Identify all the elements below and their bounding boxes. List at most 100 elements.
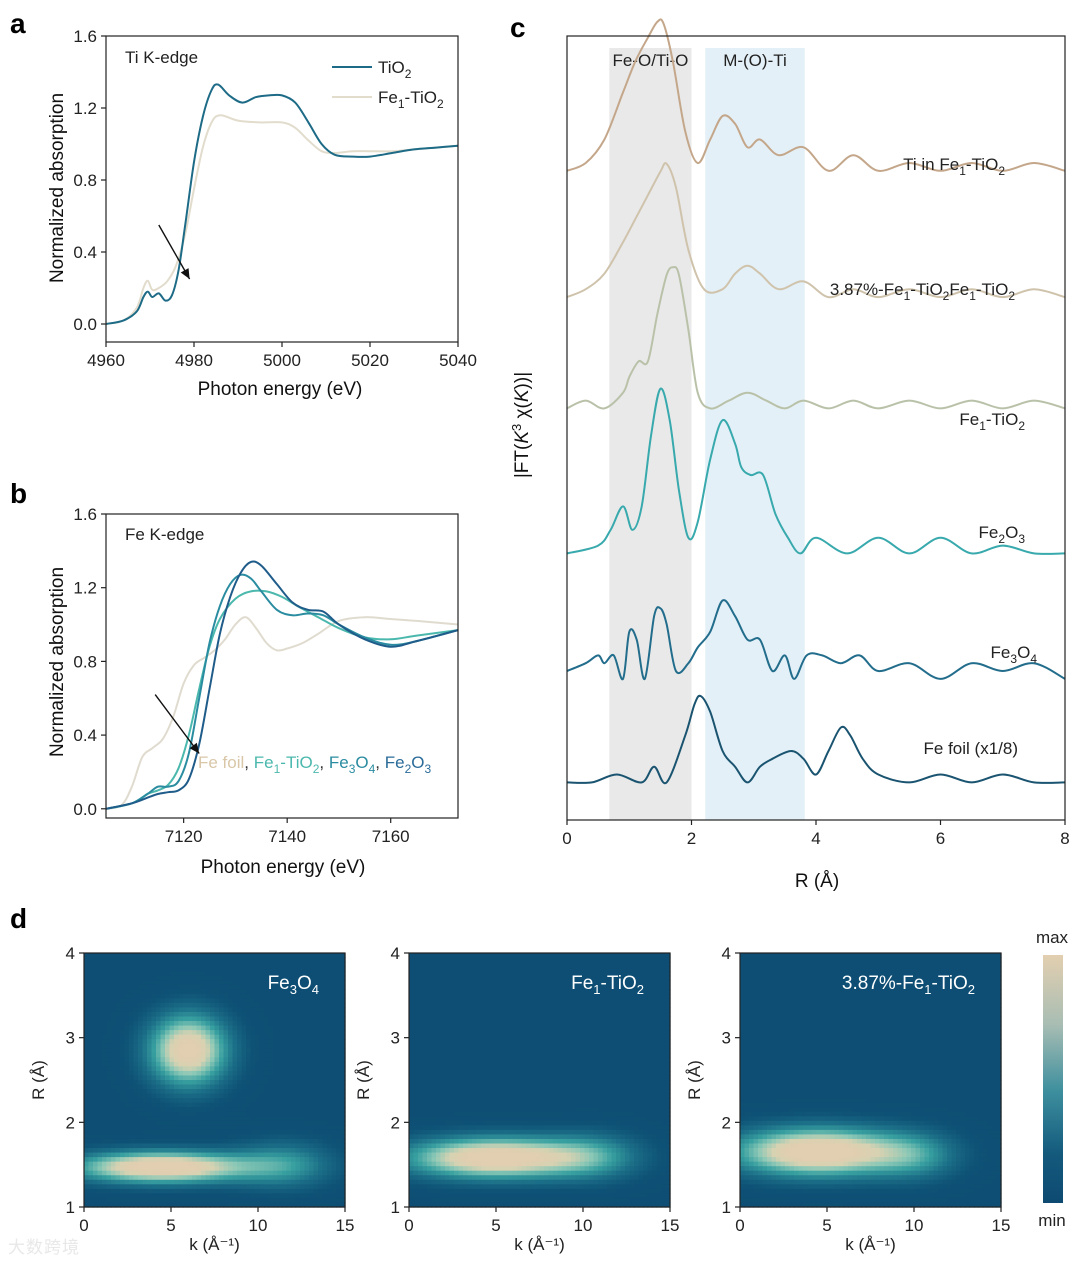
heatmap-cell (88, 975, 94, 981)
heatmap-cell (264, 1143, 270, 1149)
heatmap-cell (454, 1080, 460, 1086)
heatmap-cell (336, 1188, 342, 1194)
heatmap-cell (124, 1116, 130, 1122)
heatmap-cell (160, 1166, 166, 1172)
heatmap-cell (449, 1170, 455, 1176)
heatmap-cell (427, 1093, 433, 1099)
heatmap-cell (508, 971, 514, 977)
heatmap-cell (147, 1138, 153, 1145)
heatmap-cell (138, 966, 144, 972)
heatmap-cell (304, 1066, 310, 1072)
heatmap-cell (192, 1193, 198, 1199)
heatmap-cell (454, 1030, 460, 1036)
heatmap-cell (418, 1138, 424, 1145)
heatmap-cell (178, 1030, 184, 1036)
heatmap-cell (318, 1102, 324, 1108)
heatmap-cell (156, 1170, 162, 1176)
heatmap-cell (508, 1084, 514, 1090)
series-line-fe2o3 (566, 387, 1066, 555)
heatmap-cell (102, 1193, 108, 1199)
heatmap-cell (165, 980, 171, 986)
heatmap-cell (485, 1188, 491, 1194)
heatmap-cell (273, 1093, 279, 1099)
heatmap-cell (268, 953, 274, 959)
heatmap-cell (336, 1061, 342, 1067)
heatmap-cell (431, 1021, 437, 1027)
heatmap-cell (481, 1080, 487, 1086)
heatmap-cell (246, 1075, 252, 1081)
heatmap-cell (458, 1197, 464, 1204)
heatmap-cell (241, 1129, 247, 1136)
heatmap-cell (196, 1093, 202, 1099)
heatmap-cell (133, 1193, 139, 1199)
heatmap-cell (228, 1120, 234, 1126)
heatmap-cell (268, 1075, 274, 1081)
heatmap-cell (409, 1075, 415, 1081)
heatmap-cell (241, 1089, 247, 1095)
heatmap-cell (241, 1138, 247, 1145)
heatmap-cell (93, 1157, 99, 1163)
heatmap-cell (106, 1202, 112, 1208)
heatmap-cell (431, 1093, 437, 1099)
heatmap-cell (530, 1138, 536, 1145)
heatmap-cell (340, 1166, 346, 1172)
panel-b-ytick-label: 0.0 (73, 800, 97, 819)
heatmap-cell (106, 1093, 112, 1099)
heatmap-cell (526, 957, 532, 963)
heatmap-cell (331, 1066, 337, 1072)
heatmap-cell (223, 1157, 229, 1163)
heatmap-cell (246, 1084, 252, 1090)
heatmap-cell (490, 966, 496, 972)
heatmap-cell (147, 1152, 153, 1158)
heatmap-cell (309, 1057, 315, 1063)
heatmap-cell (142, 971, 148, 977)
heatmap-cell (282, 971, 288, 977)
heatmap-cell (219, 980, 225, 986)
heatmap-cell (521, 1116, 527, 1122)
heatmap-cell (336, 1107, 342, 1113)
heatmap-cell (201, 1048, 207, 1054)
heatmap-cell (178, 984, 184, 990)
heatmap-cell (454, 1107, 460, 1113)
heatmap-cell (309, 1084, 315, 1090)
heatmap-cell (499, 1048, 505, 1054)
heatmap-cell (165, 1107, 171, 1113)
heatmap-cell (309, 1202, 315, 1208)
heatmap-cell (499, 1107, 505, 1113)
heatmap-cell (142, 1120, 148, 1126)
heatmap-cell (246, 980, 252, 986)
heatmap-cell (463, 957, 469, 963)
heatmap-cell (422, 1102, 428, 1108)
heatmap-cell (268, 1070, 274, 1077)
heatmap-cell (97, 1161, 103, 1167)
heatmap-cell (521, 1170, 527, 1176)
heatmap-cell (463, 1039, 469, 1045)
heatmap-cell (295, 1197, 301, 1204)
heatmap-cell (340, 1093, 346, 1099)
heatmap-cell (151, 975, 157, 981)
heatmap-cell (467, 1166, 473, 1172)
heatmap-cell (422, 1184, 428, 1190)
heatmap-cell (115, 1157, 121, 1163)
heatmap-cell (508, 1120, 514, 1126)
highlight-band-m-o-ti (705, 48, 805, 820)
heatmap-cell (485, 971, 491, 977)
heatmap-cell (111, 1143, 117, 1149)
heatmap-cell (300, 1152, 306, 1158)
heatmap-cell (436, 1152, 442, 1158)
heatmap-cell (467, 993, 473, 999)
heatmap-cell (169, 1202, 175, 1208)
heatmap-cell (201, 1166, 207, 1172)
heatmap-cell (246, 1143, 252, 1149)
heatmap-cell (431, 957, 437, 963)
heatmap-cell (169, 1188, 175, 1194)
heatmap-cell (147, 1166, 153, 1172)
heatmap-cell (508, 1057, 514, 1063)
heatmap-cell (454, 962, 460, 968)
heatmap-cell (214, 1011, 220, 1018)
heatmap-cell (120, 1188, 126, 1194)
heatmap-cell (530, 1089, 536, 1095)
heatmap-cell (84, 1043, 90, 1049)
heatmap-cell (214, 1080, 220, 1086)
heatmap-cell (264, 1016, 270, 1022)
